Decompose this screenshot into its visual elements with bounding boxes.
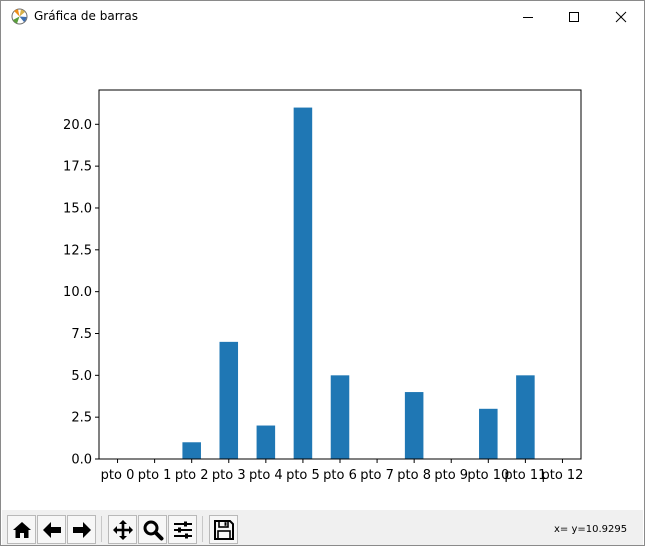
sliders-icon xyxy=(173,521,192,538)
magnifier-icon xyxy=(143,520,163,540)
bar xyxy=(516,375,535,459)
back-button[interactable] xyxy=(37,515,66,544)
x-tick-label: pto 10 xyxy=(467,468,509,483)
home-button[interactable] xyxy=(7,515,36,544)
y-tick-label: 5.0 xyxy=(71,369,92,384)
move-icon xyxy=(112,519,133,540)
close-button[interactable] xyxy=(598,1,644,32)
y-tick-label: 0.0 xyxy=(71,453,92,468)
y-tick-label: 10.0 xyxy=(63,285,92,300)
y-tick-label: 2.5 xyxy=(71,411,92,426)
title-bar[interactable]: Gráfica de barras xyxy=(1,1,644,32)
configure-subplots-button[interactable] xyxy=(168,515,197,544)
x-tick-label: pto 11 xyxy=(504,468,546,483)
bar xyxy=(479,408,498,459)
save-button[interactable] xyxy=(209,515,238,544)
window-title: Gráfica de barras xyxy=(34,9,138,23)
toolbar-separator xyxy=(101,516,102,542)
bar xyxy=(219,341,239,459)
floppy-disk-icon xyxy=(213,519,234,540)
x-tick-label: pto 6 xyxy=(323,468,357,483)
zoom-button[interactable] xyxy=(138,515,167,544)
figure-canvas[interactable]: 0.0 2.5 5.0 7.5 10.0 12.5 15.0 17.5 20.0 pto 0 pto… xyxy=(2,32,643,510)
close-icon xyxy=(615,11,627,22)
cursor-coordinates: x= y=10.9295 xyxy=(554,524,628,535)
bar xyxy=(330,375,350,459)
y-tick-label: 7.5 xyxy=(71,327,92,342)
navigation-toolbar: x= y=10.9295 xyxy=(2,510,643,545)
bar xyxy=(182,442,201,459)
x-tick-label: pto 3 xyxy=(212,468,246,483)
x-tick-label: pto 4 xyxy=(249,468,283,483)
home-icon xyxy=(12,521,31,538)
pan-button[interactable] xyxy=(108,515,137,544)
x-tick-label: pto 8 xyxy=(397,468,431,483)
maximize-icon xyxy=(569,11,579,22)
maximize-button[interactable] xyxy=(551,1,597,32)
x-tick-label: pto 1 xyxy=(138,468,172,483)
forward-button[interactable] xyxy=(67,515,96,544)
x-tick-label: pto 2 xyxy=(175,468,209,483)
arrow-left-icon xyxy=(42,521,61,538)
y-tick-label: 20.0 xyxy=(63,118,92,133)
matplotlib-logo-icon xyxy=(11,8,28,25)
y-tick-label: 12.5 xyxy=(63,243,92,258)
x-tick-label: pto 7 xyxy=(360,468,394,483)
bar xyxy=(404,392,424,459)
y-tick-label: 15.0 xyxy=(63,201,92,216)
x-tick-label: pto 0 xyxy=(101,468,135,483)
toolbar-separator xyxy=(202,516,203,542)
y-tick-label: 17.5 xyxy=(63,160,92,175)
minimize-button[interactable] xyxy=(505,1,551,32)
axes-frame xyxy=(98,89,582,460)
arrow-right-icon xyxy=(72,521,91,538)
bar xyxy=(293,107,313,459)
x-tick-label: pto 9 xyxy=(434,468,468,483)
minimize-icon xyxy=(523,16,533,18)
x-tick-label: pto 5 xyxy=(286,468,320,483)
x-tick-label: pto 12 xyxy=(541,468,583,483)
bar xyxy=(256,425,276,459)
